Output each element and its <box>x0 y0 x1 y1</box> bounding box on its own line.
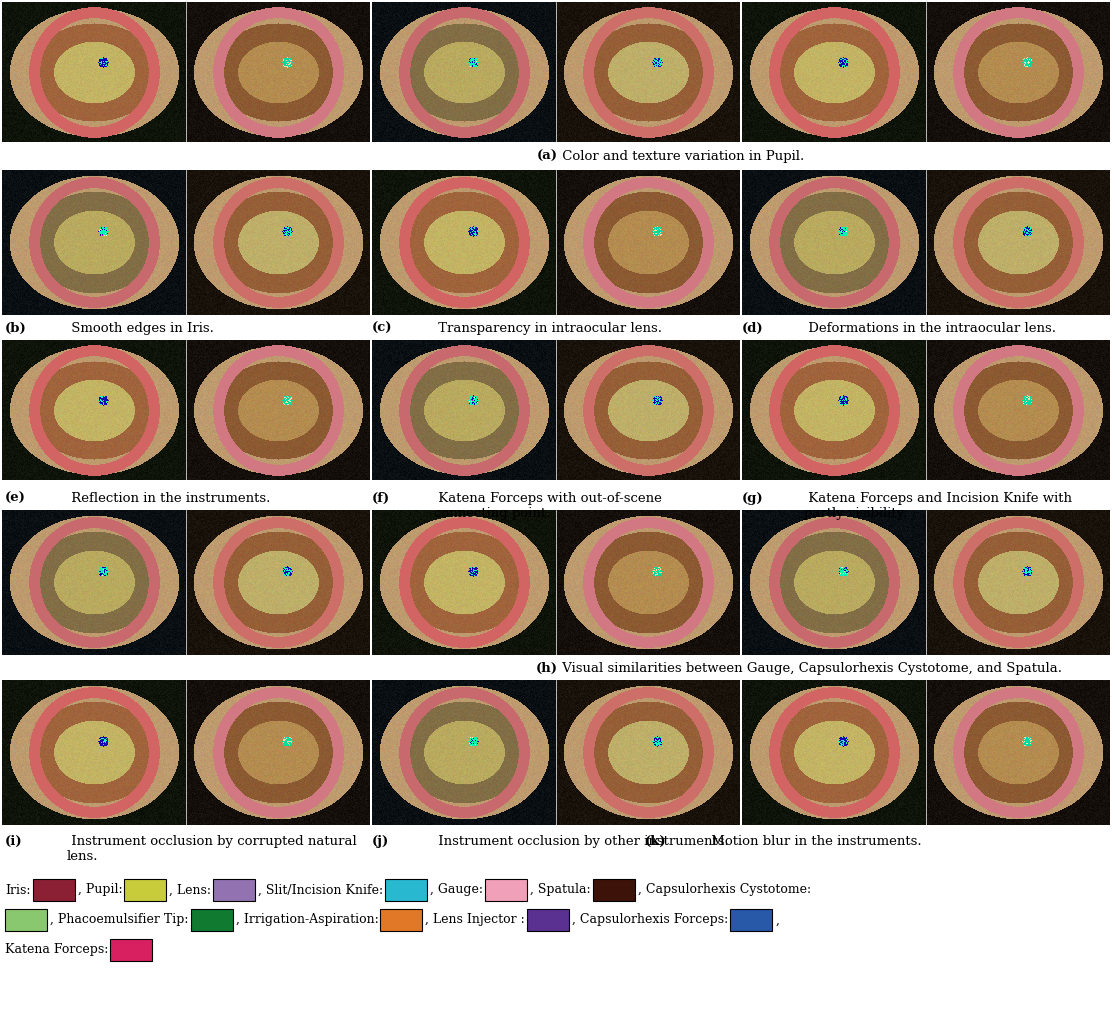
Text: , Capsulorhexis Cystotome:: , Capsulorhexis Cystotome: <box>638 884 811 896</box>
Text: (g): (g) <box>741 492 764 505</box>
Text: (d): (d) <box>741 322 764 335</box>
Text: Instrument occlusion by other instruments.: Instrument occlusion by other instrument… <box>434 835 728 848</box>
Text: ,: , <box>775 914 779 926</box>
Bar <box>372 2 740 142</box>
Text: , Irrigation-Aspiration:: , Irrigation-Aspiration: <box>235 914 378 926</box>
Text: Katena Forceps with out-of-scene
connecting point.: Katena Forceps with out-of-scene connect… <box>434 492 661 520</box>
Bar <box>741 341 1111 480</box>
Bar <box>386 879 427 901</box>
Bar <box>741 680 1111 825</box>
Text: (a): (a) <box>537 150 558 162</box>
Text: (i): (i) <box>4 835 22 848</box>
Bar <box>2 680 370 825</box>
Text: Iris:: Iris: <box>4 884 30 896</box>
Bar <box>741 2 1111 142</box>
Text: Visual similarities between Gauge, Capsulorhexis Cystotome, and Spatula.: Visual similarities between Gauge, Capsu… <box>558 662 1061 675</box>
Text: Motion blur in the instruments.: Motion blur in the instruments. <box>707 835 921 848</box>
Text: (c): (c) <box>372 322 392 335</box>
Text: (f): (f) <box>372 492 390 505</box>
Text: Reflection in the instruments.: Reflection in the instruments. <box>67 492 270 505</box>
Bar <box>2 170 370 315</box>
Text: , Gauge:: , Gauge: <box>430 884 483 896</box>
Text: Transparency in intraocular lens.: Transparency in intraocular lens. <box>434 322 661 335</box>
Text: , Lens:: , Lens: <box>169 884 211 896</box>
Bar <box>213 879 255 901</box>
Bar <box>372 170 740 315</box>
Text: Color and texture variation in Pupil.: Color and texture variation in Pupil. <box>558 150 804 162</box>
Text: (b): (b) <box>4 322 27 335</box>
Bar <box>4 909 47 932</box>
Text: , Spatula:: , Spatula: <box>531 884 591 896</box>
Bar <box>380 909 423 932</box>
Bar <box>124 879 166 901</box>
Bar <box>372 341 740 480</box>
Bar <box>485 879 527 901</box>
Text: Katena Forceps and Incision Knife with
partly visibility.: Katena Forceps and Incision Knife with p… <box>804 492 1072 520</box>
Bar <box>527 909 569 932</box>
Text: (h): (h) <box>536 662 558 675</box>
Bar <box>110 939 153 962</box>
Text: (e): (e) <box>4 492 26 505</box>
Text: , Capsulorhexis Forceps:: , Capsulorhexis Forceps: <box>572 914 728 926</box>
Bar <box>730 909 773 932</box>
Bar <box>191 909 233 932</box>
Bar <box>593 879 634 901</box>
Text: (j): (j) <box>372 835 389 848</box>
Bar <box>2 510 370 655</box>
Bar <box>372 680 740 825</box>
Text: Smooth edges in Iris.: Smooth edges in Iris. <box>67 322 214 335</box>
Bar <box>2 341 370 480</box>
Bar <box>741 170 1111 315</box>
Text: Instrument occlusion by corrupted natural
lens.: Instrument occlusion by corrupted natura… <box>67 835 357 863</box>
Text: , Phacoemulsifier Tip:: , Phacoemulsifier Tip: <box>50 914 188 926</box>
Text: (k): (k) <box>644 835 667 848</box>
Text: Deformations in the intraocular lens.: Deformations in the intraocular lens. <box>804 322 1056 335</box>
Text: , Pupil:: , Pupil: <box>78 884 123 896</box>
Bar <box>2 2 370 142</box>
Text: Katena Forceps:: Katena Forceps: <box>4 944 108 956</box>
Bar <box>32 879 75 901</box>
Bar <box>741 510 1111 655</box>
Text: , Lens Injector :: , Lens Injector : <box>425 914 525 926</box>
Bar <box>372 510 740 655</box>
Text: , Slit/Incision Knife:: , Slit/Incision Knife: <box>259 884 384 896</box>
